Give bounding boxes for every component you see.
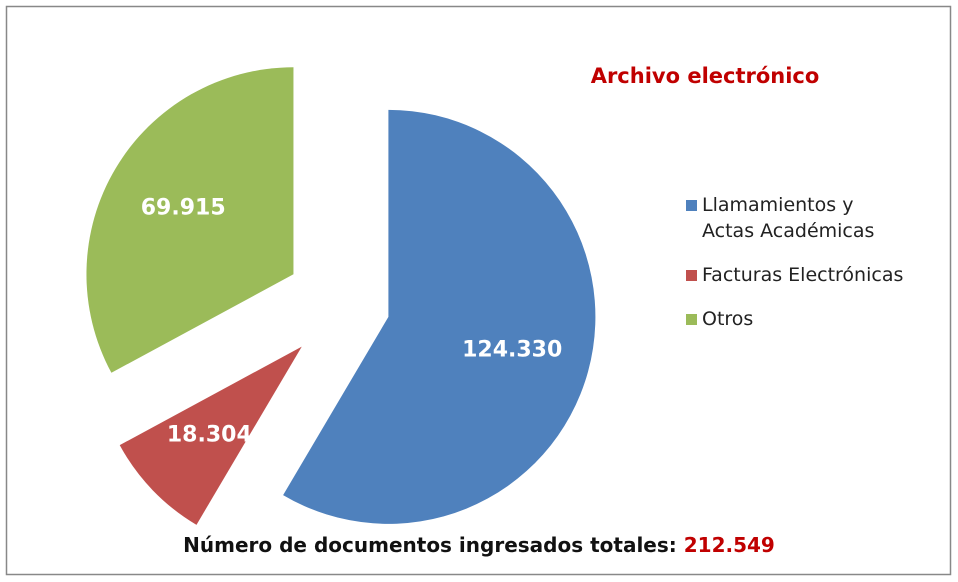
legend-item: Facturas Electrónicas: [686, 262, 956, 288]
legend-item: Otros: [686, 306, 956, 332]
legend-label: Llamamientos y Actas Académicas: [702, 194, 875, 242]
footer: Número de documentos ingresados totales:…: [0, 533, 958, 557]
pie-slice: [283, 109, 596, 524]
legend-swatch: [686, 200, 697, 211]
data-label: 18.304: [167, 423, 252, 448]
legend-item: Llamamientos y Actas Académicas: [686, 192, 956, 244]
legend-label: Otros: [702, 308, 754, 330]
pie-slice: [119, 346, 302, 525]
legend-swatch: [686, 270, 697, 281]
pie-slice: [86, 67, 294, 373]
legend-label: Facturas Electrónicas: [702, 264, 904, 286]
chart-title: Archivo electrónico: [591, 64, 820, 88]
footer-label: Número de documentos ingresados totales:: [183, 533, 677, 557]
legend: Llamamientos y Actas Académicas Facturas …: [686, 192, 956, 350]
data-label: 69.915: [141, 196, 226, 221]
data-label: 124.330: [462, 338, 562, 363]
legend-swatch: [686, 314, 697, 325]
footer-total: 212.549: [683, 533, 775, 557]
